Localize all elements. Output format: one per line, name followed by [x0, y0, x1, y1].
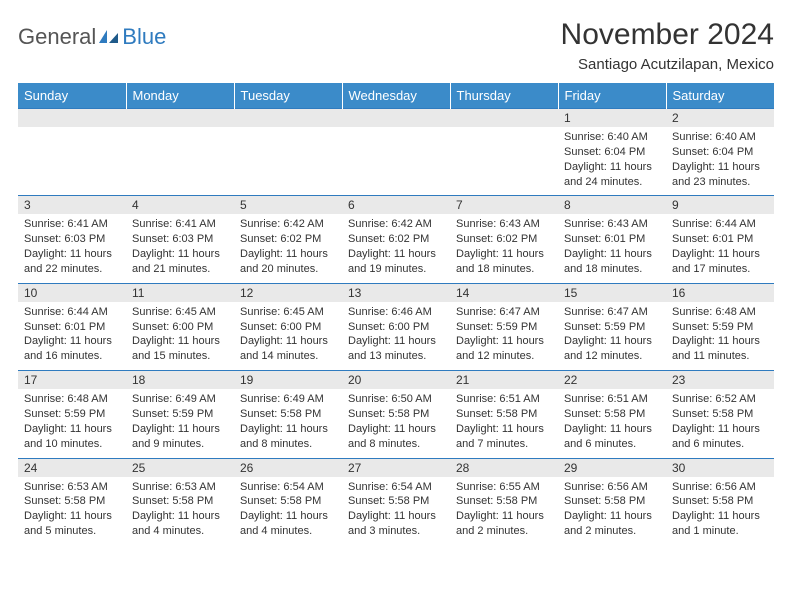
day-number-cell: 17 — [18, 371, 126, 390]
logo-text-general: General — [18, 24, 96, 50]
day-number-cell: 16 — [666, 283, 774, 302]
day-number-cell: 9 — [666, 196, 774, 215]
header: General Blue November 2024 Santiago Acut… — [18, 18, 774, 73]
day-number-cell: 10 — [18, 283, 126, 302]
day-detail-cell: Sunrise: 6:44 AMSunset: 6:01 PMDaylight:… — [666, 214, 774, 283]
day-detail-cell: Sunrise: 6:48 AMSunset: 5:59 PMDaylight:… — [18, 389, 126, 458]
location: Santiago Acutzilapan, Mexico — [561, 56, 774, 73]
day-number-cell: 28 — [450, 458, 558, 477]
weekday-header: Thursday — [450, 83, 558, 109]
day-number-cell: 20 — [342, 371, 450, 390]
day-detail-cell: Sunrise: 6:49 AMSunset: 5:59 PMDaylight:… — [126, 389, 234, 458]
day-number-cell: 27 — [342, 458, 450, 477]
logo: General Blue — [18, 18, 166, 50]
day-number-cell: 1 — [558, 109, 666, 128]
day-number-cell: 25 — [126, 458, 234, 477]
day-number-cell: 11 — [126, 283, 234, 302]
weekday-header: Wednesday — [342, 83, 450, 109]
day-detail-cell: Sunrise: 6:45 AMSunset: 6:00 PMDaylight:… — [126, 302, 234, 371]
calendar-table: Sunday Monday Tuesday Wednesday Thursday… — [18, 83, 774, 545]
day-number-cell: 22 — [558, 371, 666, 390]
day-number-cell: 4 — [126, 196, 234, 215]
logo-text-blue: Blue — [122, 24, 166, 50]
day-detail-row: Sunrise: 6:44 AMSunset: 6:01 PMDaylight:… — [18, 302, 774, 371]
day-detail-cell — [126, 127, 234, 196]
calendar-body: 12Sunrise: 6:40 AMSunset: 6:04 PMDayligh… — [18, 109, 774, 545]
day-detail-cell: Sunrise: 6:53 AMSunset: 5:58 PMDaylight:… — [18, 477, 126, 545]
weekday-header: Saturday — [666, 83, 774, 109]
day-number-cell: 13 — [342, 283, 450, 302]
weekday-header: Sunday — [18, 83, 126, 109]
day-detail-cell: Sunrise: 6:43 AMSunset: 6:02 PMDaylight:… — [450, 214, 558, 283]
day-number-cell — [18, 109, 126, 128]
day-detail-cell — [342, 127, 450, 196]
day-number-cell: 6 — [342, 196, 450, 215]
day-detail-cell: Sunrise: 6:51 AMSunset: 5:58 PMDaylight:… — [558, 389, 666, 458]
day-number-cell — [126, 109, 234, 128]
day-detail-cell: Sunrise: 6:43 AMSunset: 6:01 PMDaylight:… — [558, 214, 666, 283]
day-detail-cell: Sunrise: 6:56 AMSunset: 5:58 PMDaylight:… — [558, 477, 666, 545]
title-block: November 2024 Santiago Acutzilapan, Mexi… — [561, 18, 774, 73]
weekday-header: Tuesday — [234, 83, 342, 109]
day-number-row: 24252627282930 — [18, 458, 774, 477]
day-detail-cell: Sunrise: 6:41 AMSunset: 6:03 PMDaylight:… — [126, 214, 234, 283]
day-number-cell — [450, 109, 558, 128]
weekday-header: Monday — [126, 83, 234, 109]
weekday-header-row: Sunday Monday Tuesday Wednesday Thursday… — [18, 83, 774, 109]
day-detail-cell — [450, 127, 558, 196]
day-number-row: 10111213141516 — [18, 283, 774, 302]
day-detail-cell: Sunrise: 6:53 AMSunset: 5:58 PMDaylight:… — [126, 477, 234, 545]
day-number-cell: 12 — [234, 283, 342, 302]
day-number-row: 12 — [18, 109, 774, 128]
day-number-cell: 29 — [558, 458, 666, 477]
day-number-cell — [342, 109, 450, 128]
day-detail-cell: Sunrise: 6:47 AMSunset: 5:59 PMDaylight:… — [450, 302, 558, 371]
day-detail-row: Sunrise: 6:48 AMSunset: 5:59 PMDaylight:… — [18, 389, 774, 458]
day-detail-cell: Sunrise: 6:45 AMSunset: 6:00 PMDaylight:… — [234, 302, 342, 371]
day-detail-cell: Sunrise: 6:56 AMSunset: 5:58 PMDaylight:… — [666, 477, 774, 545]
day-detail-cell: Sunrise: 6:42 AMSunset: 6:02 PMDaylight:… — [342, 214, 450, 283]
day-number-cell: 7 — [450, 196, 558, 215]
day-detail-cell: Sunrise: 6:49 AMSunset: 5:58 PMDaylight:… — [234, 389, 342, 458]
logo-sail-icon — [98, 28, 120, 46]
day-detail-cell: Sunrise: 6:42 AMSunset: 6:02 PMDaylight:… — [234, 214, 342, 283]
month-title: November 2024 — [561, 18, 774, 52]
day-number-row: 17181920212223 — [18, 371, 774, 390]
day-number-cell: 3 — [18, 196, 126, 215]
day-detail-cell: Sunrise: 6:52 AMSunset: 5:58 PMDaylight:… — [666, 389, 774, 458]
day-number-cell: 26 — [234, 458, 342, 477]
day-number-cell: 2 — [666, 109, 774, 128]
weekday-header: Friday — [558, 83, 666, 109]
day-number-row: 3456789 — [18, 196, 774, 215]
day-detail-cell: Sunrise: 6:54 AMSunset: 5:58 PMDaylight:… — [234, 477, 342, 545]
day-number-cell: 30 — [666, 458, 774, 477]
day-detail-cell: Sunrise: 6:54 AMSunset: 5:58 PMDaylight:… — [342, 477, 450, 545]
day-detail-cell: Sunrise: 6:51 AMSunset: 5:58 PMDaylight:… — [450, 389, 558, 458]
day-detail-cell — [18, 127, 126, 196]
day-number-cell: 23 — [666, 371, 774, 390]
day-number-cell — [234, 109, 342, 128]
day-detail-cell: Sunrise: 6:50 AMSunset: 5:58 PMDaylight:… — [342, 389, 450, 458]
day-detail-cell: Sunrise: 6:47 AMSunset: 5:59 PMDaylight:… — [558, 302, 666, 371]
calendar-page: General Blue November 2024 Santiago Acut… — [0, 0, 792, 555]
day-number-cell: 21 — [450, 371, 558, 390]
day-detail-row: Sunrise: 6:53 AMSunset: 5:58 PMDaylight:… — [18, 477, 774, 545]
day-number-cell: 5 — [234, 196, 342, 215]
day-number-cell: 15 — [558, 283, 666, 302]
day-detail-cell: Sunrise: 6:41 AMSunset: 6:03 PMDaylight:… — [18, 214, 126, 283]
day-detail-cell: Sunrise: 6:40 AMSunset: 6:04 PMDaylight:… — [558, 127, 666, 196]
day-number-cell: 24 — [18, 458, 126, 477]
day-detail-cell — [234, 127, 342, 196]
day-number-cell: 19 — [234, 371, 342, 390]
day-detail-cell: Sunrise: 6:44 AMSunset: 6:01 PMDaylight:… — [18, 302, 126, 371]
day-detail-cell: Sunrise: 6:48 AMSunset: 5:59 PMDaylight:… — [666, 302, 774, 371]
day-number-cell: 14 — [450, 283, 558, 302]
day-detail-cell: Sunrise: 6:55 AMSunset: 5:58 PMDaylight:… — [450, 477, 558, 545]
day-number-cell: 8 — [558, 196, 666, 215]
day-detail-cell: Sunrise: 6:46 AMSunset: 6:00 PMDaylight:… — [342, 302, 450, 371]
day-detail-row: Sunrise: 6:41 AMSunset: 6:03 PMDaylight:… — [18, 214, 774, 283]
day-detail-cell: Sunrise: 6:40 AMSunset: 6:04 PMDaylight:… — [666, 127, 774, 196]
day-detail-row: Sunrise: 6:40 AMSunset: 6:04 PMDaylight:… — [18, 127, 774, 196]
day-number-cell: 18 — [126, 371, 234, 390]
